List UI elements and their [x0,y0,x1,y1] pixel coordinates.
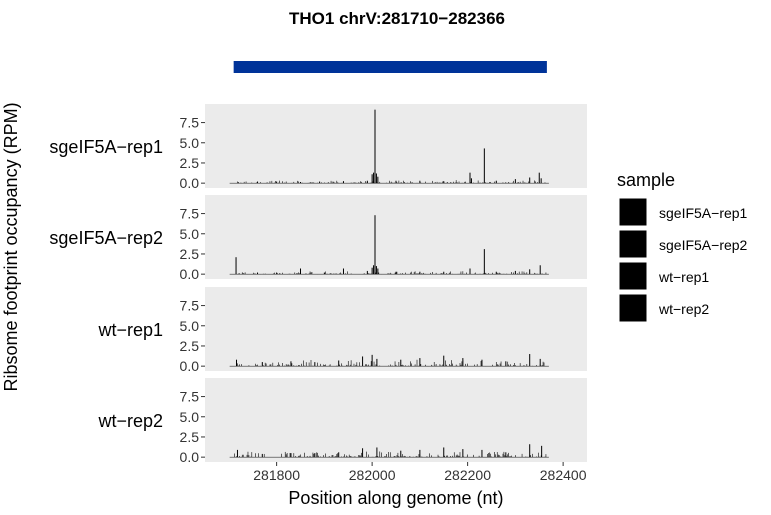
y-tick-label: 7.5 [180,389,200,405]
legend-label: wt−rep1 [658,269,709,285]
facet-panel: wt−rep2 0.0 2.5 5.0 7.5 [97,378,587,465]
y-tick-label: 0.0 [180,449,200,465]
x-tick-label: 282000 [349,467,396,483]
legend-swatch [618,261,648,291]
x-tick-label: 282400 [540,467,587,483]
y-tick-label: 5.0 [180,318,200,334]
panel-background [205,378,587,462]
facet-label: sgeIF5A−rep1 [49,137,163,157]
gene-track [233,61,547,73]
y-tick-label: 5.0 [180,409,200,425]
y-tick-label: 0.0 [180,358,200,374]
legend-label: wt−rep2 [658,301,709,317]
x-tick-label: 281800 [253,467,300,483]
y-tick-label: 7.5 [180,298,200,314]
chart-title: THO1 chrV:281710−282366 [289,9,505,28]
panel-background [205,104,587,188]
x-axis: 281800 282000 282200 282400 [253,462,587,483]
y-tick-label: 5.0 [180,135,200,151]
facet-panel: wt−rep1 0.0 2.5 5.0 7.5 [97,287,587,374]
y-axis-label: Ribsome footprint occupancy (RPM) [1,102,21,391]
facet-panel: sgeIF5A−rep1 0.0 2.5 5.0 7.5 [49,104,587,191]
facet-label: sgeIF5A−rep2 [49,228,163,248]
y-tick-label: 2.5 [180,338,200,354]
legend: sample sgeIF5A−rep1 sgeIF5A−rep2 wt−rep1 wt−… [617,170,748,323]
legend-label: sgeIF5A−rep1 [659,205,748,221]
gene-body [233,61,547,73]
y-tick-label: 2.5 [180,246,200,262]
facet-panels: sgeIF5A−rep1 0.0 2.5 5.0 7.5 sgeIF5A−rep2 0.0 2… [49,104,587,465]
x-axis-label: Position along genome (nt) [288,488,503,508]
panel-background [205,195,587,279]
y-tick-label: 5.0 [180,226,200,242]
legend-swatch [618,229,648,259]
y-tick-label: 7.5 [180,206,200,222]
facet-label: wt−rep1 [97,320,163,340]
y-tick-label: 2.5 [180,155,200,171]
facet-label: wt−rep2 [97,411,163,431]
y-tick-label: 2.5 [180,429,200,445]
y-tick-label: 0.0 [180,266,200,282]
legend-swatch [618,197,648,227]
legend-title: sample [617,170,675,190]
legend-swatch [618,293,648,323]
y-tick-label: 7.5 [180,115,200,131]
panel-background [205,287,587,371]
facet-panel: sgeIF5A−rep2 0.0 2.5 5.0 7.5 [49,195,587,282]
y-tick-label: 0.0 [180,175,200,191]
legend-label: sgeIF5A−rep2 [659,237,748,253]
x-tick-label: 282200 [444,467,491,483]
